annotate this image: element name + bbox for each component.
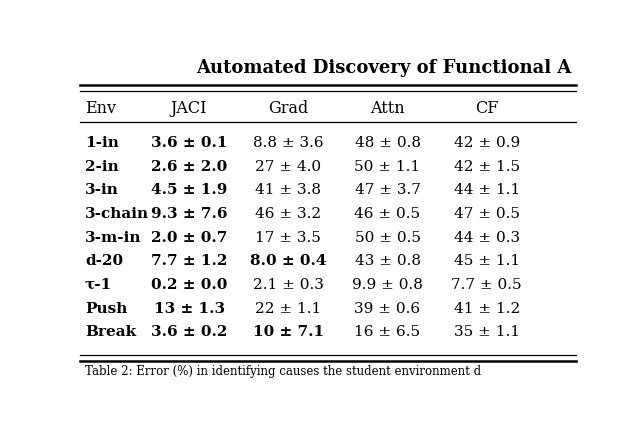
Text: 44 ± 0.3: 44 ± 0.3 [454,231,520,245]
Text: 7.7 ± 0.5: 7.7 ± 0.5 [451,278,522,292]
Text: 7.7 ± 1.2: 7.7 ± 1.2 [151,254,227,268]
Text: 39 ± 0.6: 39 ± 0.6 [355,301,420,316]
Text: 13 ± 1.3: 13 ± 1.3 [154,301,225,316]
Text: 2.0 ± 0.7: 2.0 ± 0.7 [151,231,227,245]
Text: 2.1 ± 0.3: 2.1 ± 0.3 [253,278,324,292]
Text: 3.6 ± 0.1: 3.6 ± 0.1 [151,136,227,150]
Text: 3-chain: 3-chain [85,207,149,221]
Text: 2.6 ± 2.0: 2.6 ± 2.0 [151,160,227,173]
Text: 41 ± 1.2: 41 ± 1.2 [454,301,520,316]
Text: 42 ± 0.9: 42 ± 0.9 [454,136,520,150]
Text: 43 ± 0.8: 43 ± 0.8 [355,254,420,268]
Text: 27 ± 4.0: 27 ± 4.0 [255,160,321,173]
Text: 47 ± 3.7: 47 ± 3.7 [355,183,420,197]
Text: 16 ± 6.5: 16 ± 6.5 [355,325,420,339]
Text: JACI: JACI [171,100,207,117]
Text: 42 ± 1.5: 42 ± 1.5 [454,160,520,173]
Text: 0.2 ± 0.0: 0.2 ± 0.0 [151,278,227,292]
Text: 10 ± 7.1: 10 ± 7.1 [253,325,324,339]
Text: τ-1: τ-1 [85,278,112,292]
Text: 3-in: 3-in [85,183,119,197]
Text: Table 2: Error (%) in identifying causes the student environment d: Table 2: Error (%) in identifying causes… [85,365,481,378]
Text: Env: Env [85,100,116,117]
Text: 47 ± 0.5: 47 ± 0.5 [454,207,520,221]
Text: 8.8 ± 3.6: 8.8 ± 3.6 [253,136,324,150]
Text: 3-m-in: 3-m-in [85,231,141,245]
Text: Break: Break [85,325,136,339]
Text: 50 ± 1.1: 50 ± 1.1 [355,160,420,173]
Text: Automated Discovery of Functional A: Automated Discovery of Functional A [196,59,571,77]
Text: Attn: Attn [370,100,405,117]
Text: 8.0 ± 0.4: 8.0 ± 0.4 [250,254,326,268]
Text: 3.6 ± 0.2: 3.6 ± 0.2 [151,325,227,339]
Text: 9.9 ± 0.8: 9.9 ± 0.8 [352,278,423,292]
Text: Grad: Grad [268,100,308,117]
Text: 9.3 ± 7.6: 9.3 ± 7.6 [151,207,227,221]
Text: 2-in: 2-in [85,160,118,173]
Text: 46 ± 3.2: 46 ± 3.2 [255,207,321,221]
Text: 22 ± 1.1: 22 ± 1.1 [255,301,321,316]
Text: 50 ± 0.5: 50 ± 0.5 [355,231,420,245]
Text: 44 ± 1.1: 44 ± 1.1 [454,183,520,197]
Text: 4.5 ± 1.9: 4.5 ± 1.9 [151,183,227,197]
Text: 41 ± 3.8: 41 ± 3.8 [255,183,321,197]
Text: CF: CF [475,100,499,117]
Text: 1-in: 1-in [85,136,119,150]
Text: 17 ± 3.5: 17 ± 3.5 [255,231,321,245]
Text: 48 ± 0.8: 48 ± 0.8 [355,136,420,150]
Text: 46 ± 0.5: 46 ± 0.5 [355,207,420,221]
Text: 35 ± 1.1: 35 ± 1.1 [454,325,520,339]
Text: Push: Push [85,301,127,316]
Text: d-20: d-20 [85,254,123,268]
Text: 45 ± 1.1: 45 ± 1.1 [454,254,520,268]
